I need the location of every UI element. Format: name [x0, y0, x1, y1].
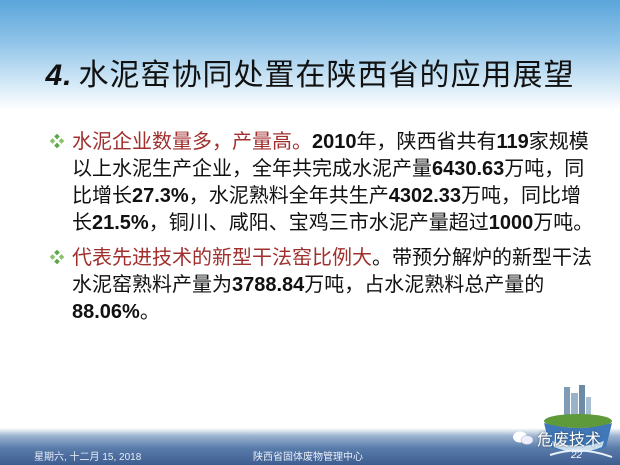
bullet-item: 水泥企业数量多，产量高。2010年，陕西省共有119家规模 以上水泥生产企业，全年… [50, 129, 594, 237]
wechat-icon [513, 431, 534, 445]
text-line: 长21.5%，铜川、咸阳、宝鸡三市水泥产量超过1000万吨。 [72, 210, 594, 237]
text-line: 水泥企业数量多，产量高。2010年，陕西省共有119家规模 [72, 129, 590, 156]
watermark-text: 危废技术 [537, 432, 602, 449]
text-segment: 万吨，同比增 [461, 185, 582, 207]
slide-content: 水泥企业数量多，产量高。2010年，陕西省共有119家规模 以上水泥生产企业，全年… [50, 129, 594, 334]
text-segment: 比增长 [72, 185, 132, 207]
text-segment: 年，陕西省共有 [356, 131, 497, 153]
bullet-item: 代表先进技术的新型干法窑比例大。带预分解炉的新型干法 水泥窑熟料产量为3788.8… [50, 245, 592, 326]
text-segment: 以上水泥生产企业，全年共完成水泥产量 [72, 158, 432, 180]
footer-date: 星期六, 十二月 15, 2018 [34, 452, 142, 463]
text-segment: 。 [139, 301, 160, 323]
key-figure: 119 [496, 131, 529, 153]
text-segment: 水泥窑熟料产量为 [72, 274, 232, 296]
slide-title: 4. 水泥窑协同处置在陕西省的应用展望 [0, 50, 620, 94]
text-segment: 万吨，占水泥熟料总产量的 [304, 274, 545, 296]
key-figure: 27.3% [132, 185, 189, 207]
text-line: 代表先进技术的新型干法窑比例大。带预分解炉的新型干法 [72, 245, 592, 272]
text-segment: 长 [72, 212, 92, 234]
text-line: 比增长27.3%，水泥熟料全年共生产4302.33万吨，同比增 [72, 183, 590, 210]
key-figure: 88.06% [72, 301, 140, 323]
text-segment: ，铜川、咸阳、宝鸡三市水泥产量超过 [148, 212, 489, 234]
watermark: 危废技术 [512, 426, 601, 450]
text-segment: 万吨。 [533, 212, 594, 234]
key-figure: 6430.63 [432, 158, 505, 180]
highlight-heading: 水泥企业数量多，产量高。 [72, 131, 312, 153]
key-figure: 21.5% [92, 212, 149, 234]
text-line: 88.06%。 [72, 299, 590, 326]
text-segment: ，水泥熟料全年共生产 [188, 185, 389, 207]
island-city-illustration [544, 385, 613, 458]
text-line: 以上水泥生产企业，全年共完成水泥产量6430.63万吨，同 [72, 156, 590, 183]
text-segment: 万吨，同 [504, 158, 585, 180]
text-segment: 家规模 [528, 131, 589, 153]
page-number: 22 [571, 450, 583, 461]
highlight-heading: 代表先进技术的新型干法窑比例大 [72, 247, 372, 269]
footer-organization: 陕西省固体废物管理中心 [253, 452, 363, 463]
text-line: 水泥窑熟料产量为3788.84万吨，占水泥熟料总产量的 [72, 272, 590, 299]
key-figure: 4302.33 [388, 185, 462, 207]
key-figure: 2010 [312, 131, 357, 153]
key-figure: 1000 [488, 212, 534, 234]
diamond-bullet-icon [50, 250, 64, 264]
text-segment: 。带预分解炉的新型干法 [372, 247, 592, 269]
title-text: 水泥窑协同处置在陕西省的应用展望 [78, 59, 575, 92]
diamond-bullet-icon [50, 134, 64, 148]
key-figure: 3788.84 [232, 274, 305, 296]
title-number: 4. [45, 59, 73, 92]
